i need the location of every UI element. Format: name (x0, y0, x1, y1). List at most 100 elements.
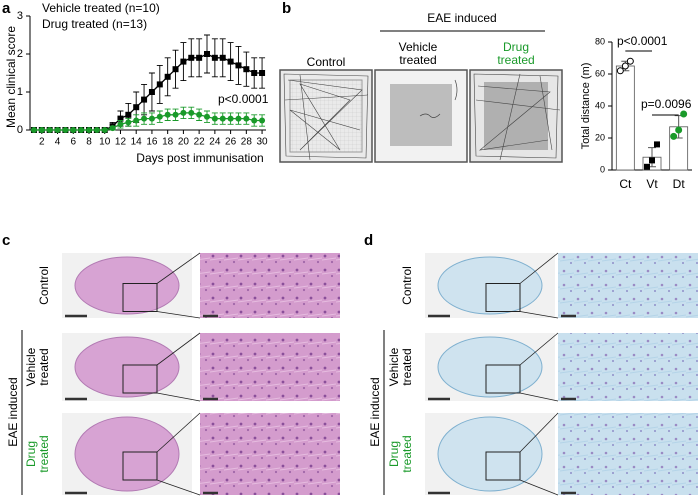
y-tick-label: 0 (17, 124, 23, 136)
row-label: treated (400, 348, 414, 385)
zoom-box (122, 451, 158, 481)
marker (156, 113, 163, 120)
marker (227, 115, 234, 122)
x-axis-label: Days post immunisation (136, 151, 263, 165)
zoom-box (485, 364, 521, 394)
marker (133, 117, 140, 124)
row-label: Control (37, 266, 51, 305)
y-tick-label: 0 (600, 164, 605, 174)
marker (219, 54, 226, 61)
data-point (675, 126, 683, 134)
zoom-line (156, 392, 201, 402)
marker (211, 54, 218, 61)
tissue (437, 336, 543, 398)
group-label: EAE induced (368, 377, 382, 446)
data-point (621, 62, 629, 70)
tissue (437, 416, 543, 492)
data-point (654, 141, 660, 148)
marker (243, 115, 250, 122)
y-tick-label: 40 (595, 100, 605, 110)
bar (615, 65, 635, 171)
row-label: treated (400, 435, 414, 472)
x-tick-label: 14 (131, 137, 143, 148)
marker (196, 111, 203, 118)
marker (141, 96, 148, 103)
marker (86, 127, 92, 133)
panel-label: a (2, 0, 11, 17)
zoom-line (519, 412, 559, 453)
marker (109, 125, 116, 132)
condition-label: Drug (503, 40, 529, 54)
annotation: p<0.0001 (617, 34, 668, 48)
tissue (74, 416, 180, 492)
marker (204, 51, 210, 57)
row-label: Drug (24, 441, 38, 467)
marker (117, 121, 124, 128)
marker (30, 127, 37, 133)
row-label: Vehicle (387, 347, 401, 386)
marker (180, 58, 187, 65)
marker (219, 115, 226, 122)
data-point (680, 110, 688, 118)
data-point (670, 132, 678, 140)
marker (93, 127, 100, 133)
marker (164, 111, 171, 118)
row-label: Vehicle (24, 347, 38, 386)
x-tick-label: 4 (55, 137, 61, 148)
marker (180, 109, 187, 116)
zoom-image (558, 413, 698, 495)
marker (101, 127, 108, 133)
marker (259, 117, 266, 124)
annotation: p=0.0096 (641, 97, 692, 111)
data-point (616, 67, 624, 75)
tissue (74, 256, 180, 315)
data-point (644, 163, 650, 170)
zoom-line (156, 252, 201, 284)
x-tick-label: 24 (209, 137, 221, 148)
marker (251, 70, 258, 76)
marker (62, 127, 69, 133)
x-tick-label: 30 (257, 137, 269, 148)
legend-label: Drug treated (n=13) (42, 17, 147, 31)
zoom-line (519, 479, 559, 496)
marker (141, 115, 148, 122)
zoom-image (200, 333, 340, 401)
zoom-line (156, 479, 201, 496)
y-tick-label: 60 (595, 68, 605, 78)
x-tick-label: 26 (225, 137, 237, 148)
marker (156, 81, 163, 88)
marker (133, 104, 140, 111)
marker (188, 54, 195, 61)
marker (164, 73, 171, 80)
y-tick-label: 80 (595, 36, 605, 46)
marker (243, 66, 250, 73)
zoom-image (558, 253, 698, 318)
condition-label: treated (497, 53, 534, 67)
marker (117, 115, 124, 122)
marker (38, 127, 45, 133)
zoom-line (156, 311, 201, 319)
zoom-image (200, 253, 340, 318)
y-axis-label: Total distance (m) (580, 63, 592, 150)
condition-label: treated (399, 53, 436, 67)
marker (54, 127, 61, 133)
group-header: EAE induced (427, 11, 496, 25)
x-tick-label: Dt (673, 177, 686, 191)
x-tick-label: 28 (241, 137, 253, 148)
zoom-box (485, 283, 521, 312)
row-label: treated (37, 435, 51, 472)
marker (227, 58, 234, 65)
group-label: EAE induced (6, 377, 20, 446)
zoom-box (485, 451, 521, 481)
histology-images (62, 252, 698, 496)
marker (235, 115, 242, 122)
zoom-line (156, 332, 201, 366)
marker (251, 117, 258, 124)
panel-label: c (2, 232, 10, 249)
zoom-image (200, 413, 340, 495)
data-point (649, 157, 655, 164)
marker (70, 127, 77, 133)
annotation: p<0.0001 (218, 92, 269, 106)
zoom-box (122, 364, 158, 394)
y-tick-label: 3 (17, 10, 23, 22)
